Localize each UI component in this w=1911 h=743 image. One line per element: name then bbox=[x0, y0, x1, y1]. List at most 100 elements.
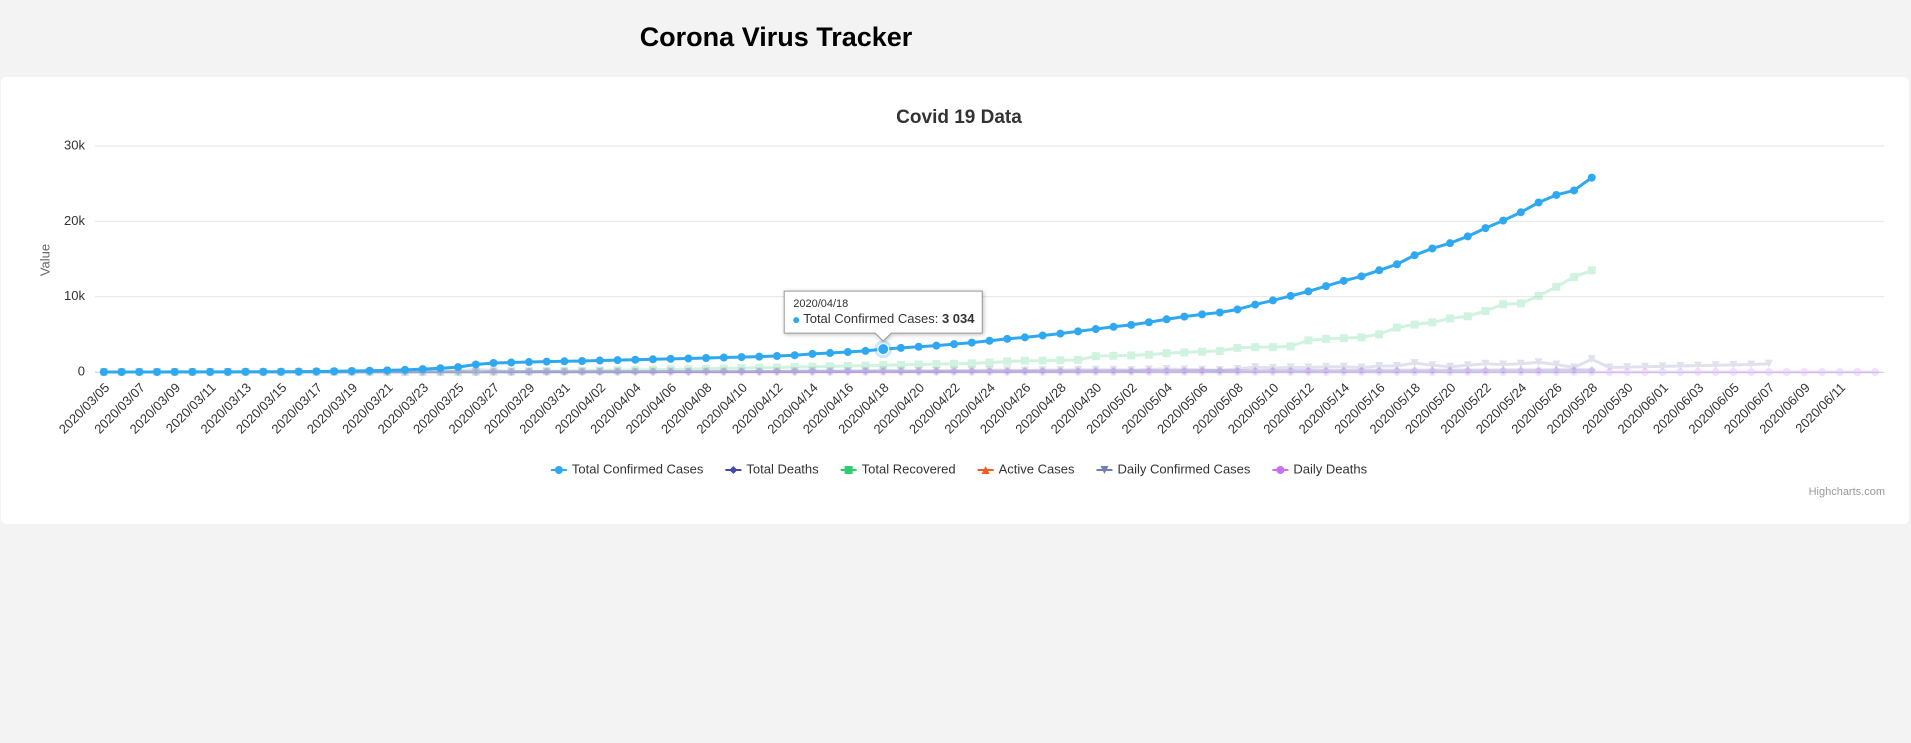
legend-label: Active Cases bbox=[999, 461, 1075, 476]
data-point bbox=[967, 367, 976, 376]
data-point bbox=[914, 360, 923, 369]
data-point bbox=[1428, 366, 1437, 375]
data-point bbox=[1516, 367, 1525, 376]
data-point bbox=[896, 360, 905, 369]
data-point bbox=[1446, 314, 1455, 323]
data-point bbox=[737, 367, 746, 376]
data-point bbox=[613, 367, 622, 376]
data-point bbox=[1481, 306, 1490, 315]
data-point bbox=[1268, 296, 1277, 305]
data-point bbox=[719, 367, 728, 376]
data-point bbox=[1251, 300, 1260, 309]
data-point bbox=[1516, 359, 1525, 368]
data-point bbox=[1818, 368, 1827, 376]
data-point bbox=[1144, 350, 1153, 359]
data-point bbox=[1534, 367, 1543, 376]
data-point bbox=[666, 367, 675, 376]
data-point bbox=[1162, 367, 1171, 376]
data-point bbox=[1162, 366, 1171, 375]
data-point bbox=[1038, 356, 1047, 365]
data-point bbox=[826, 367, 835, 376]
y-tick-label: 20k bbox=[64, 213, 85, 228]
data-point bbox=[1711, 361, 1720, 370]
data-point bbox=[1552, 282, 1561, 291]
data-point bbox=[1339, 362, 1348, 371]
data-point bbox=[578, 366, 587, 375]
data-point bbox=[1534, 365, 1543, 374]
legend-item[interactable]: Daily Confirmed Cases bbox=[1096, 461, 1251, 476]
data-point bbox=[1322, 334, 1331, 343]
data-point bbox=[1109, 366, 1118, 375]
legend-item[interactable]: Daily Deaths bbox=[1272, 461, 1368, 476]
data-point bbox=[1658, 362, 1667, 371]
tooltip-box bbox=[783, 290, 983, 342]
data-point bbox=[1056, 329, 1065, 338]
data-point bbox=[1658, 367, 1667, 376]
data-point bbox=[578, 367, 587, 376]
data-point bbox=[1587, 365, 1596, 374]
data-point bbox=[1587, 367, 1596, 376]
data-point bbox=[1375, 366, 1384, 375]
data-point bbox=[1339, 334, 1348, 343]
data-point bbox=[1481, 224, 1490, 233]
data-point bbox=[772, 367, 781, 376]
data-point bbox=[1463, 232, 1472, 241]
data-point bbox=[1233, 343, 1242, 352]
data-point bbox=[1339, 366, 1348, 375]
data-point bbox=[631, 367, 640, 376]
data-point bbox=[1322, 282, 1331, 291]
data-point bbox=[1694, 367, 1703, 376]
data-point bbox=[1570, 186, 1579, 195]
legend-item[interactable]: Total Confirmed Cases bbox=[550, 461, 704, 476]
data-point bbox=[1286, 366, 1295, 375]
data-point bbox=[542, 367, 551, 376]
data-point bbox=[1215, 366, 1224, 375]
data-point bbox=[471, 367, 480, 376]
data-point bbox=[436, 364, 445, 373]
legend-item[interactable]: Total Deaths bbox=[725, 461, 819, 476]
data-point bbox=[1853, 368, 1862, 376]
data-point bbox=[560, 367, 569, 376]
data-point bbox=[1463, 367, 1472, 376]
data-point bbox=[595, 367, 604, 376]
data-point bbox=[914, 366, 923, 375]
data-point bbox=[879, 367, 888, 376]
data-point bbox=[666, 354, 675, 363]
data-point bbox=[489, 358, 498, 367]
series bbox=[99, 173, 1596, 376]
data-point bbox=[347, 367, 356, 376]
data-point bbox=[1534, 291, 1543, 300]
credits[interactable]: Highcharts.com bbox=[1809, 486, 1885, 498]
data-point bbox=[1003, 357, 1012, 366]
legend-item[interactable]: Active Cases bbox=[977, 461, 1075, 476]
data-point bbox=[1392, 260, 1401, 269]
data-point bbox=[1623, 367, 1632, 376]
data-point bbox=[1091, 365, 1100, 374]
data-point bbox=[648, 355, 657, 364]
data-point bbox=[772, 352, 781, 361]
legend-item[interactable]: Total Recovered bbox=[840, 461, 956, 476]
data-point bbox=[524, 367, 533, 376]
data-point bbox=[843, 348, 852, 357]
data-point bbox=[578, 367, 587, 376]
data-point bbox=[578, 357, 587, 366]
data-point bbox=[330, 367, 339, 376]
data-point bbox=[967, 366, 976, 375]
data-point bbox=[648, 367, 657, 376]
data-point bbox=[489, 366, 498, 375]
data-point bbox=[684, 364, 693, 373]
data-point bbox=[1446, 367, 1455, 376]
data-point bbox=[1499, 366, 1508, 375]
data-point bbox=[1109, 351, 1118, 360]
data-point bbox=[613, 366, 622, 375]
hover-point bbox=[877, 343, 890, 356]
tooltip: 2020/04/18 Total Confirmed Cases: 3 034 bbox=[783, 290, 983, 342]
data-point bbox=[1038, 366, 1047, 375]
data-point bbox=[1375, 361, 1384, 370]
data-point bbox=[1127, 367, 1136, 376]
data-point bbox=[790, 367, 799, 376]
data-point bbox=[631, 367, 640, 376]
data-point bbox=[1410, 320, 1419, 329]
data-point bbox=[613, 367, 622, 376]
